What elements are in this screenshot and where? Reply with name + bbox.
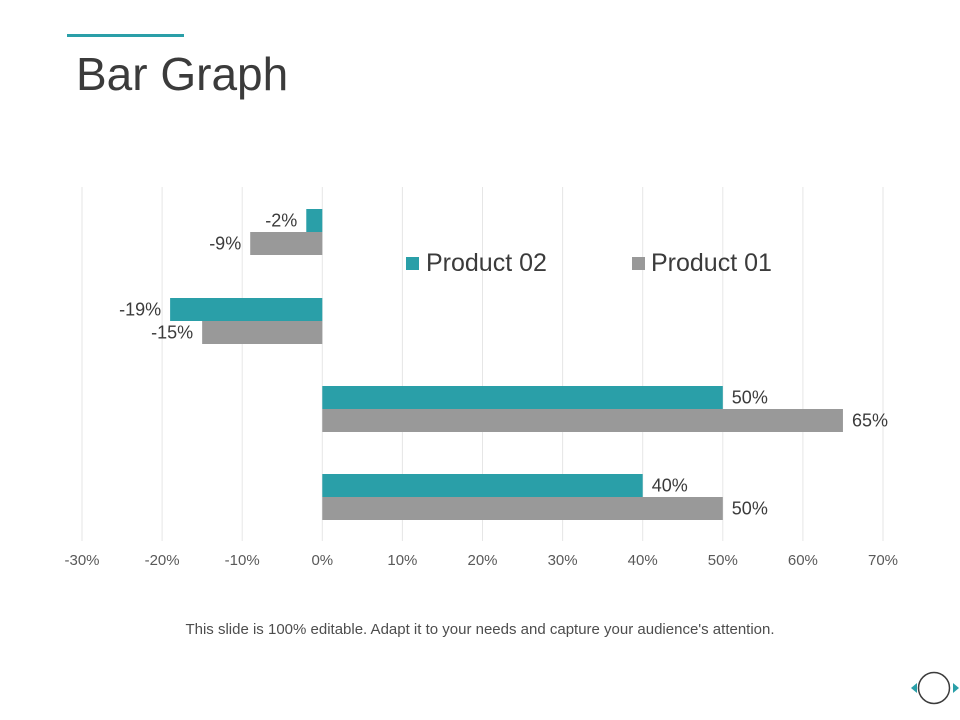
data-label: 65%: [852, 411, 888, 431]
data-label: -9%: [209, 234, 241, 254]
title-accent-rule: [67, 34, 184, 37]
slide-caption: This slide is 100% editable. Adapt it to…: [185, 621, 775, 638]
x-tick-label: 40%: [628, 552, 658, 569]
data-label: 50%: [732, 388, 768, 408]
x-tick-label: 50%: [708, 552, 738, 569]
legend-swatch: [632, 257, 645, 270]
legend-swatch: [406, 257, 419, 270]
data-label: 40%: [652, 476, 688, 496]
x-tick-label: -30%: [64, 552, 99, 569]
chevron-left-icon[interactable]: [911, 683, 917, 693]
slide-title: Bar Graph: [76, 48, 289, 100]
slide-navigation: [911, 671, 959, 705]
data-label: -2%: [265, 211, 297, 231]
x-tick-label: -20%: [145, 552, 180, 569]
legend: Product 02 Product 01: [406, 249, 772, 277]
chevron-right-icon[interactable]: [953, 683, 959, 693]
bar-chart: -2% -19% 50% 40% -9% -15% 65% 50% -30% -20% -10% 0…: [64, 187, 898, 569]
data-labels: -2% -19% 50% 40% -9% -15% 65% 50%: [119, 211, 888, 519]
data-label: 50%: [732, 499, 768, 519]
x-tick-label: 70%: [868, 552, 898, 569]
x-axis-ticks: -30% -20% -10% 0% 10% 20% 30% 40% 50% 60% 70%: [64, 552, 898, 569]
x-tick-label: 60%: [788, 552, 818, 569]
bar-product-01: [322, 409, 843, 432]
bar-product-01: [322, 497, 723, 520]
x-tick-label: 30%: [548, 552, 578, 569]
x-tick-label: 0%: [311, 552, 333, 569]
bar-product-01: [202, 321, 323, 344]
bar-product-02: [306, 209, 323, 232]
x-tick-label: 10%: [387, 552, 417, 569]
bar-product-02: [170, 298, 323, 321]
data-label: -19%: [119, 300, 161, 320]
legend-label: Product 01: [651, 249, 772, 277]
x-tick-label: -10%: [225, 552, 260, 569]
bars: [170, 209, 843, 520]
data-label: -15%: [151, 323, 193, 343]
legend-label: Product 02: [426, 249, 547, 277]
circle-icon[interactable]: [917, 671, 951, 705]
bar-product-02: [322, 386, 723, 409]
bar-product-02: [322, 474, 643, 497]
bar-product-01: [250, 232, 323, 255]
x-tick-label: 20%: [467, 552, 497, 569]
